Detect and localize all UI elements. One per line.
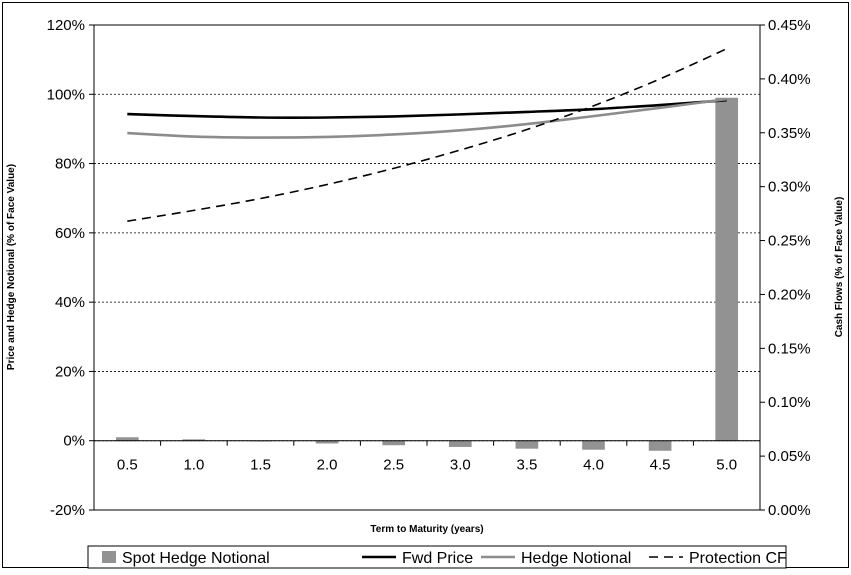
y-tick-label: 40% bbox=[55, 294, 85, 311]
x-tick-label: 3.0 bbox=[450, 457, 471, 474]
y-tick-label: 60% bbox=[55, 225, 85, 242]
legend: Spot Hedge Notional Fwd Price Hedge Notion… bbox=[87, 545, 787, 569]
y2-tick-label: 0.45% bbox=[768, 17, 811, 34]
legend-box bbox=[87, 545, 787, 569]
axes: -20% 0% 20% 40% 60% 80% 100% 120% 0.00% 0.05% 0.10… bbox=[47, 17, 811, 519]
x-tick-label: 2.5 bbox=[383, 457, 404, 474]
y2-tick-label: 0.40% bbox=[768, 71, 811, 88]
y2-tick-label: 0.20% bbox=[768, 286, 811, 303]
x-tick-label: 5.0 bbox=[716, 457, 737, 474]
legend-label-protection-cf: Protection CF bbox=[689, 550, 787, 567]
y2-tick-label: 0.00% bbox=[768, 502, 811, 519]
y2-tick-label: 0.15% bbox=[768, 340, 811, 357]
bar-spot-hedge-notional bbox=[648, 440, 672, 451]
y2-tick-label: 0.10% bbox=[768, 394, 811, 411]
plot-area bbox=[93, 24, 761, 511]
y-tick-label: 20% bbox=[55, 363, 85, 380]
x-tick-label: 0.5 bbox=[117, 457, 138, 474]
bar-spot-hedge-notional bbox=[115, 437, 139, 441]
y2-axis-title: Cash Flows (% of Face Value) bbox=[834, 197, 845, 338]
bar-spot-hedge-notional bbox=[315, 440, 339, 444]
legend-swatch-spot-hedge-notional bbox=[102, 551, 116, 563]
x-tick-label: 4.0 bbox=[583, 457, 604, 474]
y-axis-title: Price and Hedge Notional (% of Face Valu… bbox=[6, 164, 17, 370]
legend-label-spot-hedge-notional: Spot Hedge Notional bbox=[122, 550, 270, 567]
y-tick-label: 80% bbox=[55, 156, 85, 173]
bar-spot-hedge-notional bbox=[448, 440, 472, 447]
y-tick-label: 120% bbox=[47, 17, 85, 34]
bar-spot-hedge-notional bbox=[382, 440, 406, 446]
bar-spot-hedge-notional bbox=[582, 440, 605, 450]
bar-spot-hedge-notional bbox=[715, 97, 739, 441]
line-protection-cf bbox=[127, 47, 728, 222]
x-tick-label: 1.0 bbox=[183, 457, 204, 474]
y2-tick-label: 0.25% bbox=[768, 233, 811, 250]
chart-border bbox=[2, 2, 849, 568]
y2-tick-label: 0.30% bbox=[768, 179, 811, 196]
legend-label-fwd-price: Fwd Price bbox=[402, 550, 473, 567]
x-tick-label: 1.5 bbox=[250, 457, 271, 474]
legend-label-hedge-notional: Hedge Notional bbox=[521, 550, 631, 567]
line-series bbox=[127, 47, 728, 222]
y2-tick-label: 0.35% bbox=[768, 125, 811, 142]
y-tick-label: 100% bbox=[47, 86, 85, 103]
x-tick-label: 3.5 bbox=[516, 457, 537, 474]
bar-series bbox=[115, 97, 739, 451]
bar-spot-hedge-notional bbox=[182, 439, 206, 441]
y-tick-label: 0% bbox=[63, 433, 85, 450]
x-axis-title: Term to Maturity (years) bbox=[370, 524, 483, 535]
bar-spot-hedge-notional bbox=[515, 440, 539, 449]
line-hedge-notional bbox=[127, 97, 727, 139]
x-tick-label: 4.5 bbox=[650, 457, 671, 474]
y-tick-label: -20% bbox=[50, 502, 85, 519]
y2-tick-label: 0.05% bbox=[768, 448, 811, 465]
line-fwd-price bbox=[127, 98, 727, 119]
x-tick-label: 2.0 bbox=[317, 457, 338, 474]
